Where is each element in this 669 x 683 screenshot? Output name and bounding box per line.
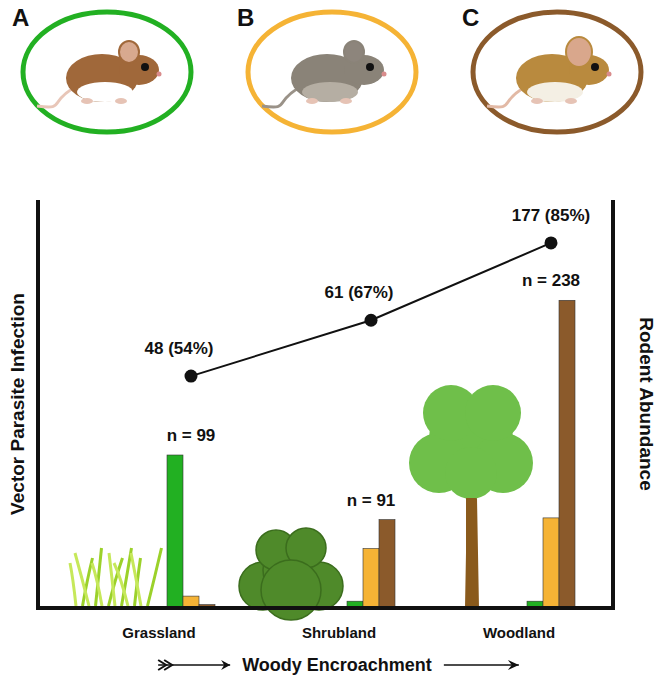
rodent-panel <box>248 12 416 132</box>
grass-blade <box>70 563 76 606</box>
mouse-nose <box>607 72 612 77</box>
category-label: Woodland <box>483 624 555 641</box>
mouse-nose <box>157 72 162 77</box>
encroachment-arrows <box>158 660 519 670</box>
line-value-label: 48 (54%) <box>145 339 214 358</box>
mouse-ear <box>566 37 592 67</box>
line-point <box>545 236 558 249</box>
mouse-nose <box>382 72 387 77</box>
figure: A B C Grassland Shrubland Woodland n = 99 n = 9… <box>0 0 669 683</box>
mouse-eye <box>366 63 374 71</box>
mouse-foot <box>340 98 352 104</box>
x-axis <box>36 606 615 610</box>
category-label: Shrubland <box>302 624 376 641</box>
tree-leaf <box>465 385 521 441</box>
grass-blade <box>109 553 115 606</box>
arrow-head <box>221 660 230 670</box>
infection-line <box>191 243 551 376</box>
panel-ring <box>23 12 191 132</box>
mouse-ear <box>119 41 139 63</box>
mouse-foot <box>565 98 577 104</box>
tree-trunk <box>466 498 476 608</box>
bar <box>543 518 559 608</box>
line-point <box>185 370 198 383</box>
right-axis <box>611 200 615 610</box>
mouse-foot <box>115 98 127 104</box>
bar <box>167 455 183 608</box>
panel-letter: C <box>462 4 479 31</box>
arrow-shaft <box>444 664 519 666</box>
line-point <box>365 314 378 327</box>
grass-blade <box>114 563 128 606</box>
grass-blade <box>131 553 141 606</box>
plot-area <box>167 236 575 608</box>
bar <box>379 520 395 608</box>
y-axis-title: Vector Parasite Infection <box>7 293 28 515</box>
grass-blade <box>148 548 162 606</box>
x-axis-title: Woody Encroachment <box>242 655 432 675</box>
tree-leaf <box>445 447 497 499</box>
habitat-icons <box>70 385 533 620</box>
mouse-eye <box>591 63 599 71</box>
rodent-panel <box>23 12 191 132</box>
panel-letter: A <box>12 4 29 31</box>
group-n-label: n = 99 <box>167 426 216 445</box>
panel-letter: B <box>237 4 254 31</box>
grass-blade <box>92 563 102 606</box>
mouse-foot <box>531 98 543 104</box>
group-n-label: n = 238 <box>522 271 580 290</box>
line-value-label: 177 (85%) <box>512 206 590 225</box>
category-label: Grassland <box>122 624 195 641</box>
shrub-leaf <box>261 560 321 620</box>
bar <box>559 300 575 608</box>
mouse-foot <box>306 98 318 104</box>
arrow-head <box>508 660 519 670</box>
y2-axis-title: Rodent Abundance <box>636 317 657 490</box>
panel-ring <box>473 12 641 132</box>
rodent-panel <box>473 12 641 132</box>
arrow-fletch <box>158 660 172 670</box>
group-n-label: n = 91 <box>347 491 396 510</box>
mouse-eye <box>141 63 149 71</box>
mouse-foot <box>81 98 93 104</box>
bar <box>363 549 379 609</box>
mouse-ear <box>344 41 364 63</box>
grass-blade <box>75 553 89 606</box>
arrow-shaft <box>158 664 230 666</box>
axes <box>36 200 615 610</box>
left-axis <box>36 200 40 610</box>
line-value-label: 61 (67%) <box>325 283 394 302</box>
panel-ring <box>248 12 416 132</box>
